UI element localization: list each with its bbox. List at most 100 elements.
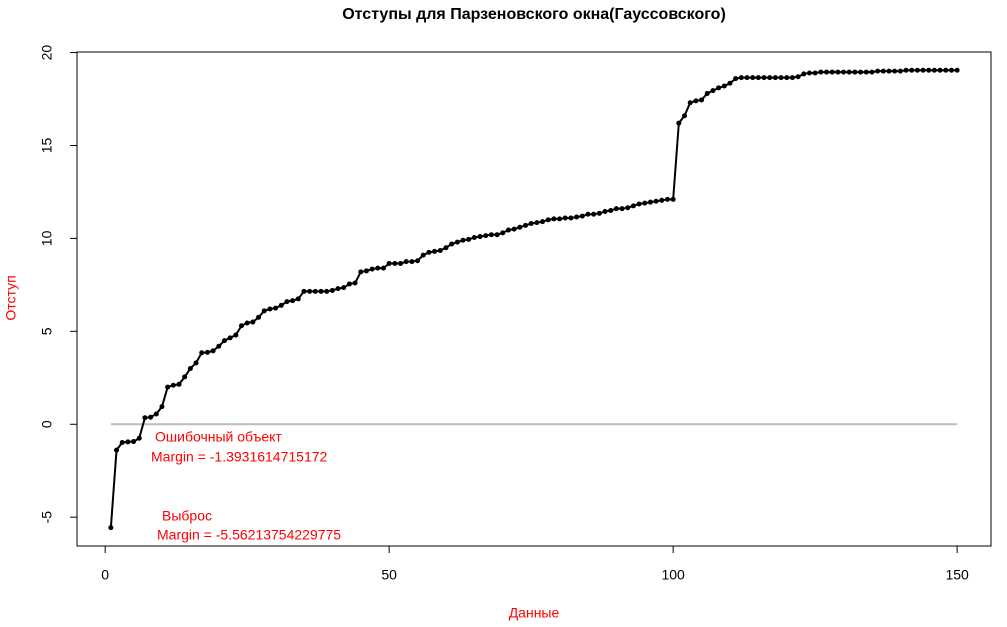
data-point [545,217,551,223]
data-point [710,88,716,94]
data-point [114,447,120,453]
data-point [664,196,670,202]
data-point [295,296,301,302]
data-point [131,439,137,445]
data-point [727,80,733,86]
data-point [829,69,835,75]
data-point [517,224,523,230]
data-point [329,287,335,293]
data-point [136,435,142,441]
data-point [307,288,313,294]
data-point [557,216,563,222]
data-point [221,338,227,344]
data-point [290,298,296,304]
data-point [324,288,330,294]
data-point [375,265,381,271]
data-point [358,269,364,275]
data-point [920,67,926,73]
data-point [312,288,318,294]
data-point [795,74,801,80]
data-point [193,360,199,366]
data-point [284,299,290,305]
data-point [585,211,591,217]
y-tick-label: 20 [39,45,55,61]
data-point [125,439,131,445]
data-point [153,411,159,417]
data-point [210,348,216,354]
data-point [602,208,608,214]
data-point [341,285,347,291]
data-point [420,252,426,258]
data-point [682,113,688,119]
data-point [897,68,903,74]
data-point [812,70,818,76]
plot-box [76,51,992,547]
data-point [534,220,540,226]
data-point [562,215,568,221]
x-tick-label: 150 [945,567,969,583]
data-point [540,219,546,225]
y-tick-label: -5 [39,511,55,524]
data-point [233,332,239,338]
data-point [659,197,665,203]
annotation: Выброс [162,508,212,524]
data-point [471,234,477,240]
y-axis-label: Отступ [3,275,19,320]
y-tick-label: 15 [39,137,55,153]
data-point [216,343,222,349]
data-point [432,248,438,254]
data-point [625,205,631,211]
x-tick-label: 100 [661,567,685,583]
data-point [954,67,960,73]
data-point [426,249,432,255]
data-point [948,67,954,73]
data-point [466,236,472,242]
data-point [636,201,642,207]
annotation: Ошибочный объект [155,429,282,445]
data-point [483,233,489,239]
data-point [352,280,358,286]
data-point [511,226,517,232]
data-point [931,67,937,73]
data-point [488,232,494,238]
y-tick-label: 0 [39,420,55,428]
data-point [591,211,597,217]
data-point [943,67,949,73]
data-point [142,415,148,421]
data-point [909,67,915,73]
chart-title: Отступы для Парзеновского окна(Гауссовск… [342,6,726,23]
data-point [574,214,580,220]
data-point [409,259,415,265]
data-point [392,261,398,267]
data-point [403,259,409,265]
data-point [494,232,500,238]
data-point [670,196,676,202]
data-point [551,216,557,222]
data-point [835,69,841,75]
data-point [579,213,585,219]
data-point [704,90,710,96]
data-point [369,266,375,272]
data-point [522,222,528,228]
data-point [647,199,653,205]
data-point [818,69,824,75]
data-point [755,75,761,81]
data-point [170,382,176,388]
data-point [852,69,858,75]
data-point [443,245,449,251]
y-tick-label: 10 [39,230,55,246]
data-point [477,234,483,240]
data-point [346,281,352,287]
data-point [148,414,154,420]
data-point [806,70,812,76]
data-point [460,237,466,243]
data-point [204,349,210,355]
data-point [437,247,443,253]
data-point [187,366,193,372]
data-point [159,404,165,410]
data-point [841,69,847,75]
data-point [335,286,341,292]
data-point [767,75,773,81]
data-point [608,208,614,214]
